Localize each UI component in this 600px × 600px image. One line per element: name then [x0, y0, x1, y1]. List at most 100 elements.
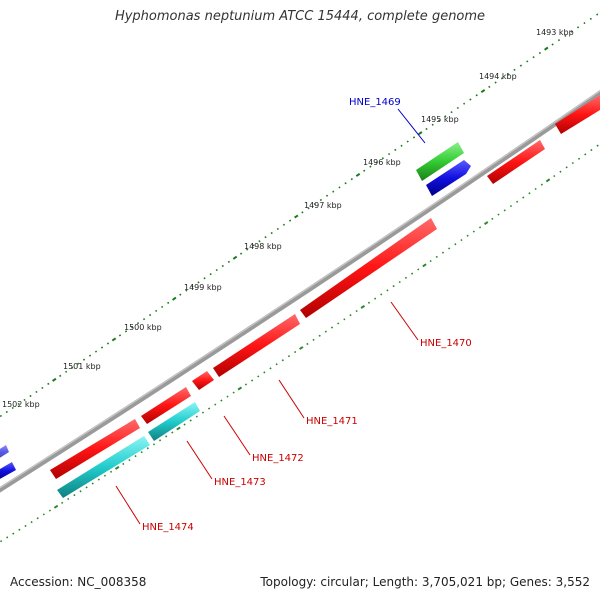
gene-hne-1471[interactable] [213, 314, 300, 377]
minor-tick [559, 170, 562, 173]
minor-tick [207, 407, 211, 410]
minor-tick [503, 209, 506, 212]
minor-tick [528, 192, 531, 195]
gene-hne-1469[interactable] [416, 142, 464, 181]
minor-tick [103, 474, 107, 477]
minor-tick [136, 322, 140, 325]
scale-label-1502: 1502 kbp [2, 400, 40, 409]
minor-tick [128, 458, 131, 462]
minor-tick [258, 240, 261, 243]
gene-partial-left-blue-2[interactable] [0, 462, 16, 480]
gene-blue-arrow[interactable] [426, 160, 471, 196]
genome-backbone [0, 89, 600, 493]
minor-tick [275, 363, 278, 366]
minor-tick [142, 318, 146, 321]
outer-scale-ticks [0, 13, 599, 418]
minor-tick [203, 277, 206, 280]
minor-tick [330, 326, 334, 329]
minor-tick [11, 406, 14, 410]
minor-tick [519, 64, 523, 67]
minor-tick [110, 470, 113, 473]
minor-tick [576, 26, 580, 29]
minor-tick [179, 293, 182, 296]
minor-tick [444, 115, 447, 118]
minor-tick [338, 186, 341, 189]
scale-label-1496: 1496 kbp [363, 158, 401, 167]
minor-tick [375, 161, 378, 164]
minor-tick [394, 148, 397, 151]
minor-tick [557, 39, 561, 42]
minor-tick [12, 532, 15, 535]
minor-tick [417, 268, 420, 271]
minor-tick [36, 517, 39, 520]
genome-summary-text: Topology: circular; Length: 3,705,021 bp… [260, 575, 590, 589]
label-hne-1470[interactable]: HNE_1470 [420, 338, 472, 349]
minor-tick [460, 238, 463, 242]
minor-tick [270, 231, 273, 235]
scale-label-1498: 1498 kbp [244, 242, 282, 251]
minor-tick [30, 521, 33, 524]
gene-partial-left-blue[interactable] [0, 445, 9, 459]
gene-hne-1473[interactable] [148, 402, 200, 441]
gene-hne-1470[interactable] [300, 218, 437, 318]
minor-tick [214, 403, 217, 406]
scale-label-1493: 1493 kbp [536, 28, 574, 37]
label-hne-1472[interactable]: HNE_1472 [252, 453, 304, 464]
scale-label-1499: 1499 kbp [184, 283, 222, 292]
label-hne-1471[interactable]: HNE_1471 [306, 416, 358, 427]
reverse-strand-genes [50, 95, 600, 498]
minor-tick [23, 398, 26, 402]
gene-hne-1472[interactable] [192, 371, 214, 390]
minor-tick [197, 281, 200, 284]
minor-tick [387, 152, 391, 156]
minor-tick [565, 166, 568, 169]
minor-tick [269, 367, 272, 370]
minor-tick [306, 342, 309, 346]
gene-red-small-right[interactable] [487, 140, 545, 184]
minor-tick [220, 399, 223, 402]
minor-tick [0, 540, 3, 543]
minor-tick [35, 390, 38, 394]
minor-tick [191, 285, 194, 288]
minor-tick [106, 342, 110, 345]
minor-tick [281, 359, 284, 362]
minor-tick [65, 370, 68, 373]
label-hne-1469[interactable]: HNE_1469 [349, 97, 401, 108]
minor-tick [124, 330, 128, 333]
minor-tick [71, 366, 74, 369]
minor-tick [288, 219, 292, 222]
label-hne-1474[interactable]: HNE_1474 [142, 522, 194, 533]
minor-tick [41, 386, 44, 390]
minor-tick [134, 455, 137, 458]
major-tick [53, 504, 59, 509]
leader-hne-1470 [390, 301, 419, 341]
forward-strand-genes [0, 142, 471, 480]
minor-tick [469, 98, 472, 101]
minor-tick [577, 157, 581, 160]
minor-tick [337, 322, 340, 325]
gene-hne-1474[interactable] [57, 436, 150, 498]
major-tick [52, 377, 57, 382]
gene-red-mid[interactable] [141, 387, 191, 424]
minor-tick [91, 482, 94, 485]
major-tick [480, 89, 486, 94]
minor-tick [454, 243, 457, 246]
minor-tick [332, 190, 335, 193]
minor-tick [88, 354, 92, 357]
minor-tick [276, 227, 279, 231]
map-title: Hyphomonas neptunium ATCC 15444, complet… [114, 9, 486, 24]
minor-tick [532, 56, 535, 59]
minor-tick [516, 200, 519, 203]
gene-red-top-right[interactable] [555, 95, 600, 134]
minor-tick [76, 362, 80, 365]
minor-tick [412, 136, 416, 139]
label-leaders [115, 108, 426, 525]
label-hne-1473[interactable]: HNE_1473 [214, 477, 266, 488]
minor-tick [494, 81, 497, 84]
gene-red-left[interactable] [50, 419, 140, 479]
minor-tick [538, 51, 542, 55]
scale-label-1500: 1500 kbp [124, 323, 162, 332]
minor-tick [244, 383, 248, 386]
